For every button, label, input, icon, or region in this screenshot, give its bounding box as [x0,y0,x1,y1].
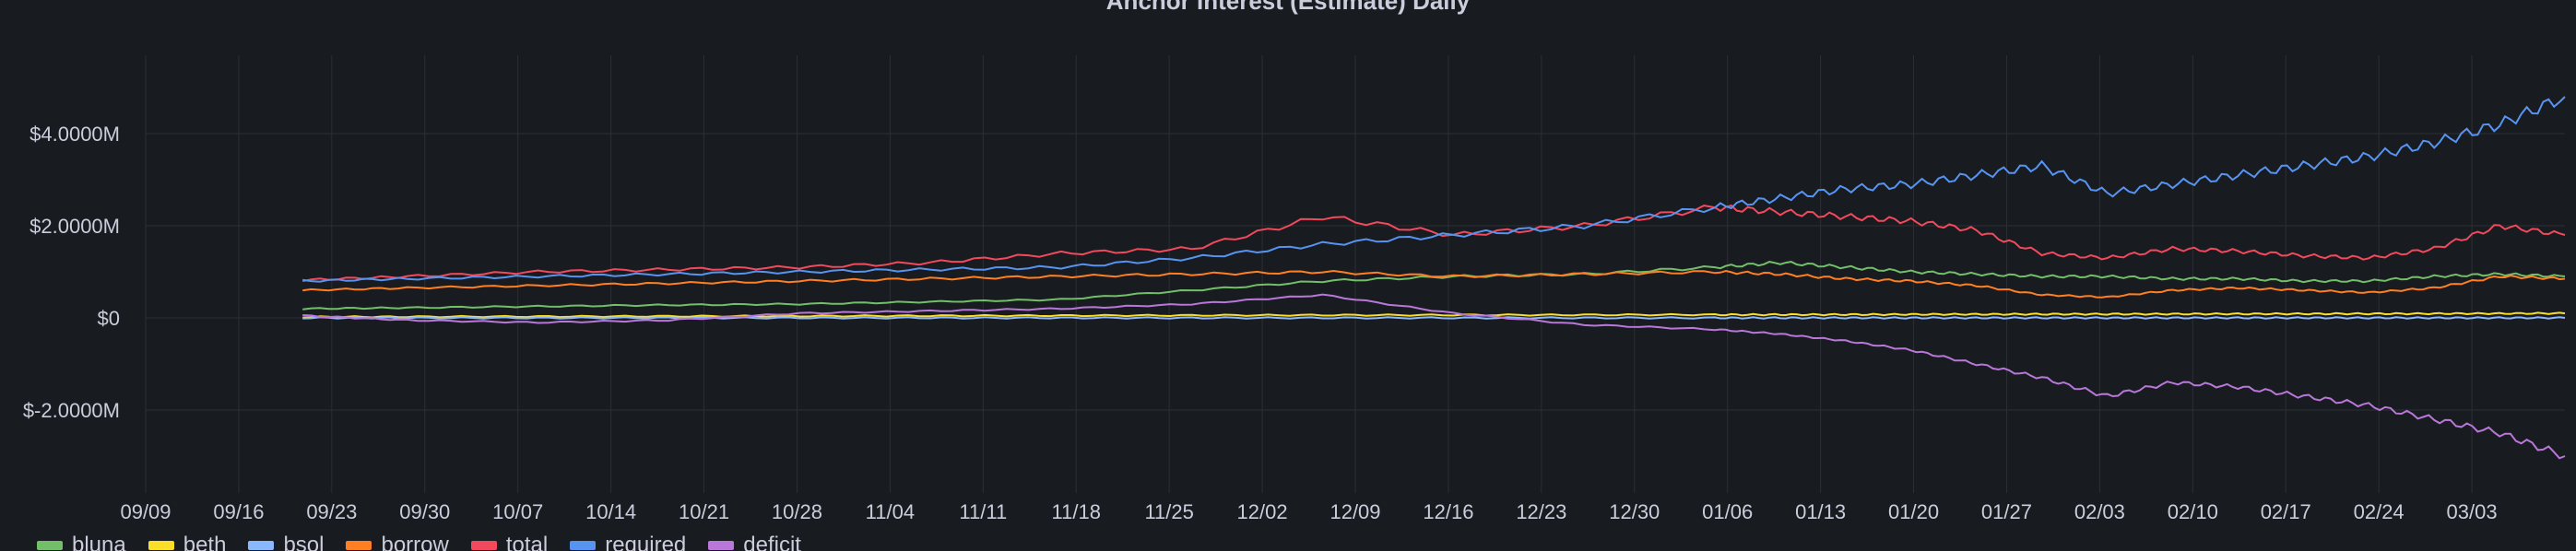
series-line-bsol[interactable] [302,316,2566,320]
legend-label: borrow [381,533,449,551]
x-tick-label: 01/27 [1981,500,2032,523]
series-line-bluna[interactable] [302,261,2566,311]
legend-swatch [570,541,597,550]
series-line-required[interactable] [302,96,2566,283]
x-tick-label: 01/20 [1888,500,1939,523]
x-tick-label: 03/03 [2447,500,2498,523]
x-tick-label: 02/17 [2261,500,2311,523]
x-tick-label: 01/06 [1702,500,1753,523]
x-tick-label: 10/28 [772,500,822,523]
x-tick-label: 09/23 [306,500,357,523]
x-tick-label: 09/09 [120,500,171,523]
legend-label: beth [183,533,227,551]
series-line-borrow[interactable] [302,269,2566,299]
legend-label: deficit [743,533,801,551]
x-tick-label: 11/25 [1144,500,1193,523]
legend-label: required [605,533,687,551]
x-tick-label: 01/13 [1795,500,1846,523]
chart-title: Anchor Interest (Estimate) Daily [1105,0,1471,15]
y-tick-label: $0 [98,307,120,330]
x-tick-label: 02/03 [2074,500,2125,523]
legend-label: bluna [72,533,126,551]
series-line-total[interactable] [301,204,2566,283]
x-tick-label: 11/11 [959,500,1007,523]
legend-item-required[interactable]: required [570,533,686,551]
x-tick-label: 12/02 [1237,500,1288,523]
legend-swatch [346,541,372,550]
grid [145,55,2565,493]
x-tick-label: 10/21 [679,500,729,523]
legend-label: total [505,533,549,551]
legend-item-bsol[interactable]: bsol [248,533,324,551]
x-tick-label: 10/14 [585,500,636,523]
y-tick-label: $2.0000M [30,215,120,238]
legend-swatch [470,541,497,550]
legend-swatch [708,541,735,550]
x-tick-label: 12/09 [1329,500,1380,523]
y-tick-label: $4.0000M [30,123,120,146]
series-line-deficit[interactable] [302,293,2566,460]
x-tick-label: 09/16 [213,500,264,523]
x-tick-label: 11/04 [866,500,915,523]
x-tick-label: 02/10 [2168,500,2218,523]
legend-item-deficit[interactable]: deficit [708,533,801,551]
legend-item-total[interactable]: total [470,533,549,551]
legend-item-borrow[interactable]: borrow [346,533,449,551]
series-line-beth[interactable] [302,311,2566,319]
x-tick-label: 12/23 [1516,500,1566,523]
y-tick-label: $-2.0000M [23,399,120,422]
x-tick-label: 09/30 [399,500,450,523]
legend-item-beth[interactable]: beth [148,533,227,551]
x-tick-label: 10/07 [492,500,543,523]
legend-item-bluna[interactable]: bluna [37,533,126,551]
x-tick-label: 12/30 [1609,500,1660,523]
legend-swatch [148,541,174,550]
x-tick-label: 02/24 [2354,500,2405,523]
legend-label: bsol [283,533,325,551]
x-tick-label: 11/18 [1052,500,1101,523]
legend-swatch [37,541,63,550]
chart-legend: bluna beth bsol borrow total required deficit [37,533,801,551]
x-tick-label: 12/16 [1423,500,1473,523]
legend-swatch [248,541,275,550]
